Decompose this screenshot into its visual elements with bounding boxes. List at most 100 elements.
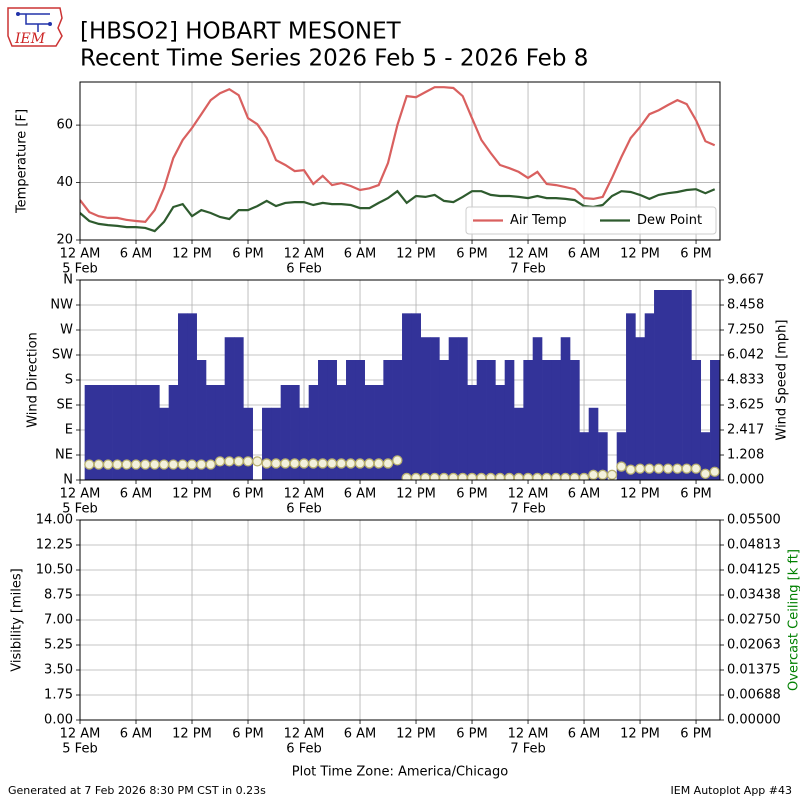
x-tick-label: 6 AM	[344, 247, 377, 262]
y-tick-label: 5.25	[44, 638, 73, 653]
x-tick-label: 12 PM	[172, 487, 212, 502]
point	[606, 469, 618, 480]
y2-tick-label: 0.03438	[727, 588, 781, 603]
bar	[439, 360, 449, 480]
bar	[663, 290, 674, 480]
bar	[476, 360, 487, 480]
x-tick-label: 6 PM	[232, 247, 263, 262]
series-line	[80, 188, 716, 233]
bar	[560, 337, 571, 480]
point	[214, 456, 226, 467]
y-tick-label: N	[63, 473, 73, 488]
bar	[187, 313, 197, 480]
point	[317, 458, 328, 469]
y2-tick-label: 0.05500	[727, 513, 781, 528]
y2-tick-label: 1.208	[727, 448, 764, 463]
bar	[196, 360, 207, 480]
x-tick-label: 12 PM	[620, 727, 660, 742]
x-tick-label: 12 PM	[172, 247, 212, 262]
bar	[374, 385, 384, 480]
y2-tick-label: 4.833	[727, 373, 764, 388]
x-date-label: 7 Feb	[510, 262, 545, 277]
point	[476, 472, 487, 480]
legend-label: Air Temp	[510, 213, 567, 228]
point	[578, 472, 590, 480]
point	[457, 472, 468, 480]
point	[242, 456, 254, 467]
y2-axis-label: Overcast Ceiling [k ft]	[787, 549, 800, 691]
point	[429, 472, 440, 480]
bar	[514, 407, 524, 480]
y-tick-label: 8.75	[44, 588, 73, 603]
y-tick-label: 1.75	[44, 688, 73, 703]
bar	[598, 432, 608, 480]
y-tick-label: SW	[52, 348, 73, 363]
point	[438, 472, 450, 480]
bar	[262, 407, 272, 480]
x-tick-label: 6 PM	[456, 727, 487, 742]
point	[616, 461, 627, 472]
point	[513, 472, 524, 480]
x-date-label: 6 Feb	[286, 262, 321, 277]
y-tick-label: SE	[57, 398, 73, 413]
point	[644, 463, 655, 474]
bar	[299, 407, 309, 480]
bar	[542, 360, 552, 480]
x-tick-label: 6 PM	[680, 487, 711, 502]
bar	[700, 432, 711, 480]
point	[709, 466, 720, 477]
bar	[234, 337, 244, 480]
point	[326, 458, 338, 469]
x-tick-label: 12 AM	[508, 487, 549, 502]
bar	[122, 385, 132, 480]
x-date-label: 5 Feb	[62, 502, 97, 517]
point	[690, 463, 702, 474]
bar	[290, 385, 300, 480]
bar	[504, 360, 515, 480]
bar	[159, 407, 169, 480]
bar	[206, 385, 216, 480]
point	[112, 459, 123, 470]
x-tick-label: 6 AM	[344, 727, 377, 742]
bar	[364, 385, 375, 480]
point	[420, 472, 431, 480]
y2-tick-label: 3.625	[727, 398, 764, 413]
x-tick-label: 6 AM	[120, 487, 153, 502]
bar	[346, 360, 356, 480]
x-tick-label: 12 AM	[60, 487, 101, 502]
bar	[616, 432, 627, 480]
y-tick-label: 3.50	[44, 663, 73, 678]
point	[177, 459, 188, 470]
generated-note: Generated at 7 Feb 2026 8:30 PM CST in 0…	[8, 784, 266, 797]
point	[308, 458, 319, 469]
x-tick-label: 6 PM	[232, 727, 263, 742]
bar	[682, 290, 692, 480]
y-axis-label: Visibility [miles]	[10, 568, 25, 671]
bar	[691, 360, 702, 480]
plot-frame	[79, 279, 721, 481]
plot-area	[84, 290, 720, 480]
bar	[103, 385, 113, 480]
x-tick-label: 6 AM	[568, 487, 601, 502]
point	[700, 468, 711, 479]
bar	[551, 360, 562, 480]
bar	[168, 385, 179, 480]
point	[485, 472, 496, 480]
bar	[280, 385, 291, 480]
point	[289, 458, 300, 469]
x-tick-label: 6 PM	[680, 727, 711, 742]
x-tick-label: 12 PM	[172, 727, 212, 742]
point	[634, 463, 646, 474]
bar	[411, 313, 421, 480]
point	[84, 459, 95, 470]
y-tick-label: 40	[56, 175, 73, 190]
y-tick-label: 7.00	[44, 613, 73, 628]
x-date-label: 5 Feb	[62, 742, 97, 757]
point	[373, 458, 384, 469]
point	[550, 472, 562, 480]
point	[205, 459, 216, 470]
point	[336, 458, 347, 469]
point	[345, 458, 356, 469]
point	[130, 459, 142, 470]
y-tick-label: 14.00	[36, 513, 73, 528]
